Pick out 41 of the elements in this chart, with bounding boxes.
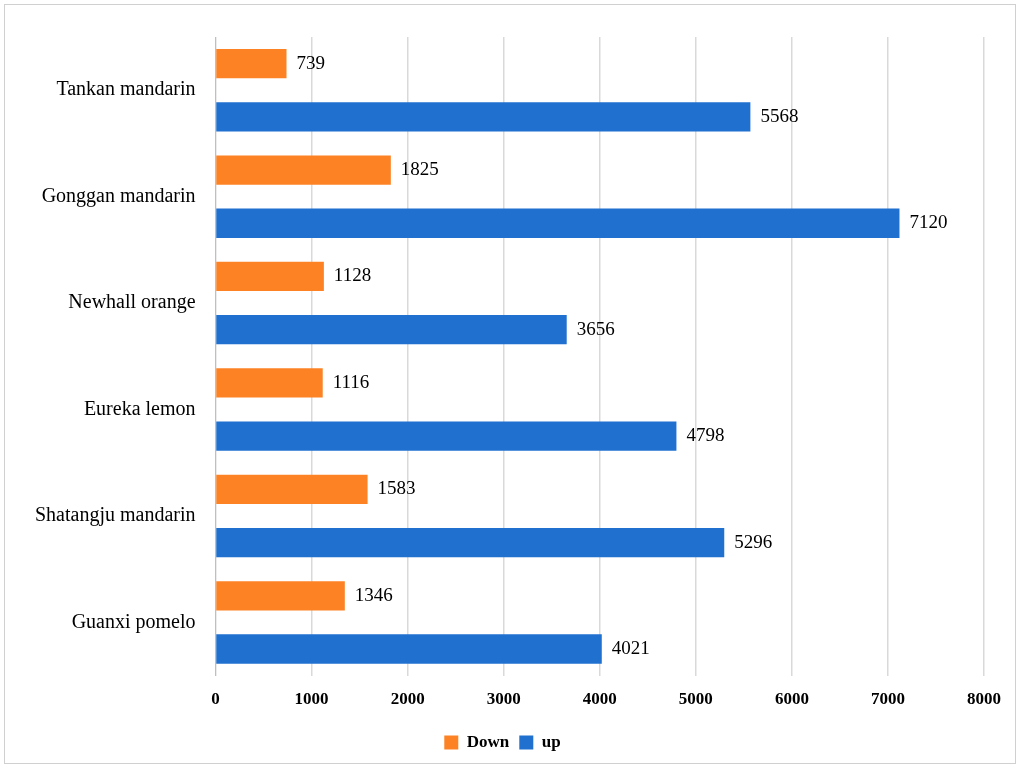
bar — [216, 261, 324, 292]
y-tick-label: Guanxi pomelo — [71, 609, 196, 633]
bar — [216, 474, 368, 504]
data-label: 1116 — [332, 370, 370, 392]
x-tick-label: 2000 — [390, 689, 425, 709]
bar — [216, 155, 391, 185]
x-tick-label: 4000 — [582, 689, 617, 709]
bar — [216, 634, 602, 664]
legend-label: up — [541, 731, 561, 751]
x-tick-label: 7000 — [870, 689, 905, 709]
x-tick-label: 6000 — [774, 689, 809, 709]
y-tick-label: Eureka lemon — [83, 396, 196, 419]
data-label: 1825 — [400, 158, 439, 180]
bar — [216, 48, 287, 79]
y-tick-label: Tankan mandarin — [56, 77, 196, 100]
data-label: 1346 — [354, 583, 393, 605]
data-label: 5568 — [760, 104, 799, 126]
x-tick-label: 5000 — [678, 689, 713, 709]
legend-label: Down — [466, 731, 510, 751]
x-tick-label: 3000 — [486, 689, 521, 709]
y-tick-label: Newhall orange — [68, 290, 196, 314]
data-label: 4798 — [686, 424, 725, 446]
bar — [216, 315, 567, 345]
data-label: 1128 — [333, 264, 372, 286]
bar — [216, 102, 751, 132]
data-label: 1583 — [377, 477, 416, 499]
data-label: 4021 — [611, 636, 650, 658]
bar — [216, 421, 677, 451]
y-tick-label: Gonggan mandarin — [41, 183, 196, 207]
x-tick-label: 0 — [211, 689, 220, 709]
x-tick-label: 8000 — [967, 689, 1001, 709]
bar — [216, 368, 323, 398]
bar — [216, 208, 900, 238]
data-label: 7120 — [909, 211, 948, 233]
data-label: 739 — [296, 51, 326, 73]
x-tick-label: 1000 — [294, 689, 329, 709]
data-label: 5296 — [734, 530, 773, 552]
data-label: 3656 — [576, 317, 615, 339]
bar — [216, 581, 345, 611]
bar — [216, 527, 725, 558]
y-tick-label: Shatangju mandarin — [34, 503, 196, 527]
